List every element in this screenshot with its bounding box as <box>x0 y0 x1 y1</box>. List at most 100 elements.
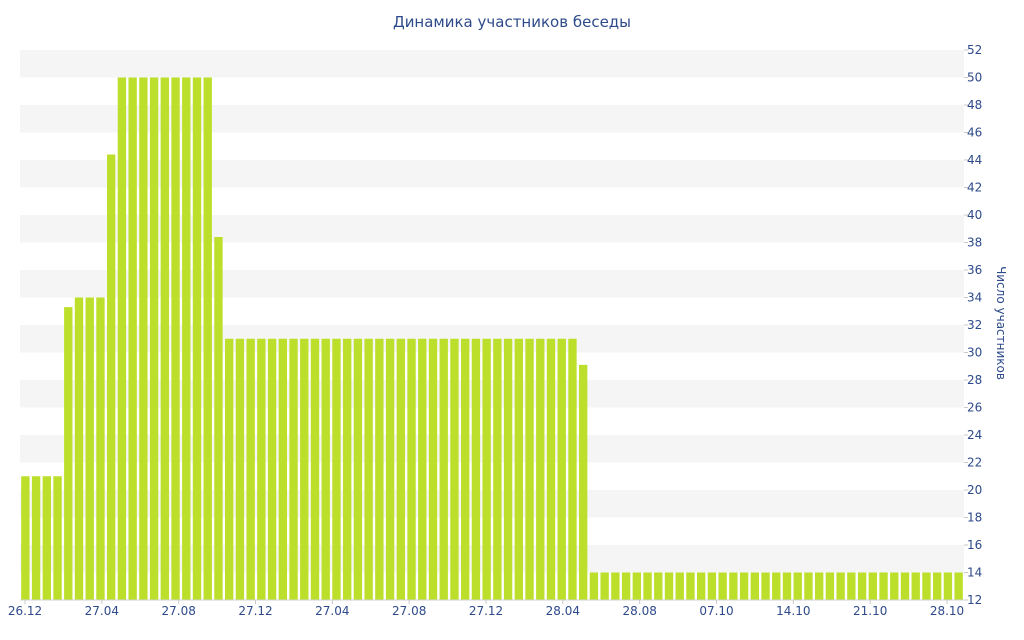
x-tick-label: 28.08 <box>622 604 656 618</box>
bar <box>278 338 288 600</box>
y-tick-label: 46 <box>967 126 982 140</box>
y-tick-label: 30 <box>967 346 982 360</box>
bar <box>600 572 609 600</box>
y-axis-ticks: 12 14 16 18 20 22 24 26 28 30 32 34 36 38 40 42 44 46 48 50… <box>964 43 982 607</box>
bar <box>182 77 191 600</box>
bar <box>836 572 845 600</box>
bar <box>375 338 384 600</box>
y-tick-label: 40 <box>967 208 982 222</box>
bar <box>214 237 223 600</box>
y-tick-label: 36 <box>967 263 982 277</box>
bar <box>203 77 212 600</box>
bar <box>890 572 899 600</box>
bar <box>160 77 170 600</box>
bar <box>117 77 127 600</box>
bar <box>793 572 802 600</box>
x-tick-label: 21.10 <box>853 604 887 618</box>
bar <box>128 77 137 600</box>
x-tick-label: 28.10 <box>930 604 964 618</box>
bar <box>31 476 41 600</box>
bar <box>546 338 556 600</box>
bar <box>42 476 52 600</box>
bar <box>557 338 566 600</box>
bar <box>761 572 770 600</box>
bar <box>654 572 663 600</box>
y-tick-label: 28 <box>967 373 982 387</box>
bar <box>814 572 824 600</box>
bar <box>385 338 395 600</box>
bar <box>471 338 481 600</box>
bar <box>482 338 491 600</box>
bar <box>53 476 62 600</box>
bar <box>64 307 73 600</box>
bar <box>396 338 406 600</box>
bar <box>750 572 760 600</box>
bar <box>525 338 534 600</box>
bar <box>536 338 545 600</box>
bar <box>739 572 749 600</box>
bar <box>932 572 942 600</box>
bar <box>847 572 856 600</box>
y-tick-label: 34 <box>967 291 982 305</box>
bar <box>139 77 148 600</box>
y-axis-title: Число участников <box>994 266 1008 380</box>
y-tick-label: 26 <box>967 401 982 415</box>
bar <box>804 572 813 600</box>
bar <box>632 572 642 600</box>
y-tick-label: 48 <box>967 98 982 112</box>
bar <box>954 572 963 600</box>
bar <box>21 476 30 600</box>
bar <box>450 338 459 600</box>
bar <box>675 572 684 600</box>
bar <box>900 572 910 600</box>
bar <box>503 338 513 600</box>
bar <box>589 572 599 600</box>
y-tick-label: 22 <box>967 456 982 470</box>
x-tick-label: 27.12 <box>469 604 503 618</box>
grid-band <box>20 50 964 78</box>
bar <box>332 338 341 600</box>
bar <box>879 572 888 600</box>
y-tick-label: 16 <box>967 538 982 552</box>
bar <box>257 338 266 600</box>
bar <box>643 572 652 600</box>
x-tick-label: 27.04 <box>315 604 349 618</box>
bar <box>729 572 738 600</box>
chart-title: Динамика участников беседы <box>392 13 632 31</box>
bar <box>868 572 878 600</box>
y-tick-label: 44 <box>967 153 982 167</box>
bar <box>310 338 320 600</box>
bar <box>418 338 427 600</box>
y-tick-label: 18 <box>967 511 982 525</box>
bar <box>772 572 781 600</box>
bar <box>664 572 674 600</box>
bar <box>267 338 277 600</box>
bar <box>85 297 94 600</box>
bar <box>568 338 577 600</box>
bar <box>192 77 202 600</box>
y-tick-label: 24 <box>967 428 982 442</box>
y-tick-label: 32 <box>967 318 982 332</box>
bar <box>943 572 953 600</box>
y-tick-label: 50 <box>967 71 982 85</box>
bar <box>246 338 255 600</box>
x-tick-label: 27.12 <box>238 604 272 618</box>
bar <box>922 572 931 600</box>
bar <box>364 338 373 600</box>
bar <box>825 572 835 600</box>
bar <box>696 572 706 600</box>
bar <box>224 338 234 600</box>
bar <box>782 572 792 600</box>
bar <box>460 338 470 600</box>
bar <box>621 572 631 600</box>
x-tick-label: 27.08 <box>392 604 426 618</box>
bar <box>321 338 330 600</box>
bar <box>171 77 180 600</box>
bar <box>74 297 84 600</box>
bar <box>514 338 524 600</box>
bar <box>707 572 717 600</box>
x-tick-label: 14.10 <box>776 604 810 618</box>
bar <box>911 572 920 600</box>
bar <box>342 338 352 600</box>
y-tick-label: 38 <box>967 236 982 250</box>
